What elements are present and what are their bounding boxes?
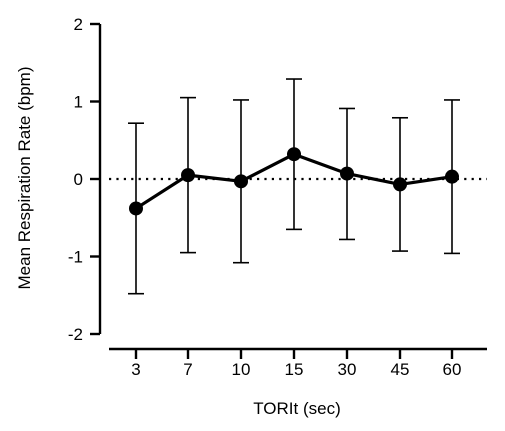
x-tick-label: 30 <box>338 360 357 379</box>
data-point <box>181 168 195 183</box>
y-tick-label: -1 <box>68 248 83 267</box>
y-tick-label: 1 <box>74 93 83 112</box>
x-tick-label: 45 <box>391 360 410 379</box>
x-tick-label: 60 <box>443 360 462 379</box>
data-point <box>129 201 143 216</box>
y-axis-title: Mean Respiration Rate (bpm) <box>15 67 34 290</box>
data-point <box>393 177 407 192</box>
x-tick-label: 10 <box>232 360 251 379</box>
x-axis-title: TORIt (sec) <box>253 399 341 418</box>
data-point <box>340 166 354 181</box>
data-point <box>445 169 459 184</box>
y-tick-label: -2 <box>68 325 83 344</box>
y-tick-label: 2 <box>74 15 83 34</box>
data-point <box>234 174 248 189</box>
x-tick-label: 7 <box>183 360 192 379</box>
x-tick-label: 3 <box>131 360 140 379</box>
y-tick-label: 0 <box>74 170 83 189</box>
plot-area: -2 -1 0 1 2 3 7 10 15 30 45 60 <box>68 15 487 379</box>
x-tick-label: 15 <box>285 360 304 379</box>
data-point <box>287 147 301 162</box>
